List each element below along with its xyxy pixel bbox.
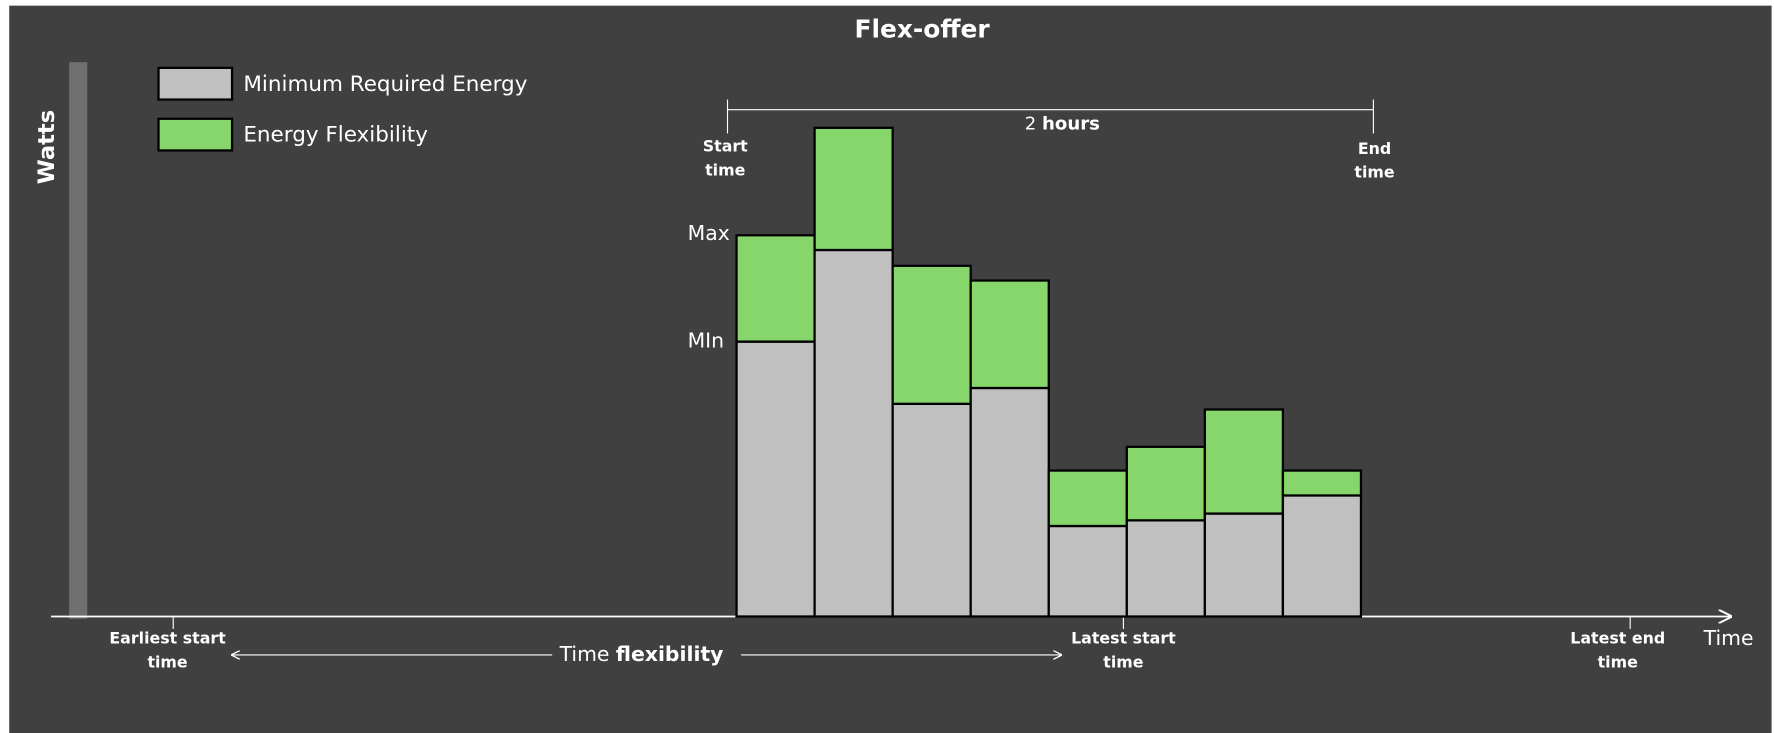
end-time: time (1354, 163, 1394, 182)
legend-label: Minimum Required Energy (243, 72, 527, 97)
latest-start: time (1103, 652, 1143, 671)
bar-segment (813, 248, 894, 618)
chart-title: Flex-offer (854, 15, 990, 44)
bar-segment (1203, 408, 1285, 515)
y-axis-label: Watts (34, 110, 60, 184)
start-time: time (705, 160, 745, 179)
bar-segment (1125, 519, 1206, 618)
bar-segment (891, 264, 972, 405)
bar-segment (735, 340, 816, 618)
end-time: End (1358, 139, 1391, 158)
duration: 2 hours (1025, 113, 1100, 134)
bar-segment (1203, 512, 1285, 618)
duration-num: 2 (1025, 113, 1037, 134)
bar-segment (1047, 524, 1128, 618)
time-flexibility: Time flexibility (559, 642, 724, 666)
legend-swatch (157, 117, 234, 152)
bar-segment (735, 234, 816, 343)
latest-start: Latest start (1071, 629, 1176, 648)
bar-segment (813, 126, 894, 252)
max-label: Max (688, 221, 730, 245)
start-time: Start (703, 137, 748, 156)
latest-end: time (1598, 652, 1638, 671)
earliest-start: time (147, 652, 187, 671)
earliest-start: Earliest start (109, 629, 226, 648)
bar-segment (969, 386, 1050, 618)
latest-end: Latest end (1570, 629, 1665, 648)
flex-word: flexibility (616, 642, 724, 666)
min-label: MIn (688, 329, 724, 353)
bar-segment (969, 279, 1050, 390)
bar-segment (1281, 494, 1363, 618)
bar-segment (1047, 469, 1128, 528)
y-axis-bar (69, 62, 88, 619)
bar-segment (1281, 469, 1363, 497)
flex-word: Time (559, 642, 610, 666)
duration-unit: hours (1042, 113, 1100, 134)
legend-swatch (157, 66, 234, 101)
bar-segment (1125, 445, 1206, 522)
legend-label: Energy Flexibility (243, 123, 428, 148)
bar-segment (891, 402, 972, 618)
x-axis-label: Time (1703, 626, 1754, 650)
